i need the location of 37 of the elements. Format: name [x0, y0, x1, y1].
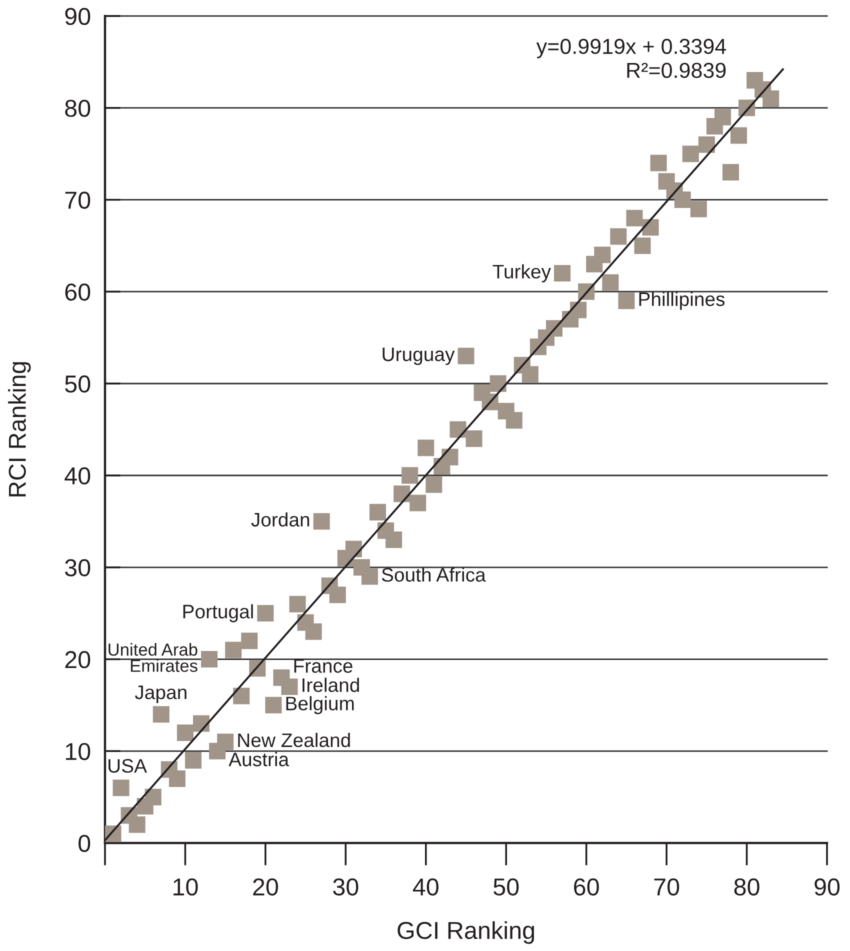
y-tick-label: 10	[66, 742, 90, 760]
y-tick-label: 0	[78, 834, 90, 852]
annotation: USA	[108, 758, 147, 773]
x-tick-label: 50	[494, 878, 519, 896]
y-tick-label: 20	[65, 651, 90, 668]
annotation: Ireland	[302, 678, 359, 692]
y-tick-label: 70	[65, 192, 90, 209]
annotation: Phillipines	[639, 292, 725, 310]
x-axis-title: GCI Ranking	[398, 921, 534, 944]
annotation: Jordan	[251, 512, 310, 527]
annotation: Belgium	[286, 696, 354, 714]
annotation: Uruguay	[382, 348, 455, 366]
annotation: South Africa	[382, 567, 486, 582]
y-tick-label: 90	[65, 8, 90, 26]
annotation: France	[294, 659, 352, 673]
y-tick-label: 60	[65, 284, 90, 301]
y-tick-label: 80	[65, 100, 90, 117]
annotation: United Arab Emirates	[108, 643, 198, 672]
x-tick-label: 70	[654, 878, 680, 896]
annotation: R²=0.9839	[627, 62, 726, 78]
annotation: Japan	[134, 686, 186, 704]
x-tick-label: 20	[253, 878, 278, 896]
y-axis-title: RCI Ranking	[8, 362, 31, 496]
x-tick-label: 90	[814, 878, 840, 896]
x-tick-label: 30	[333, 878, 358, 896]
x-tick-label: 80	[734, 878, 760, 896]
y-tick-label: 30	[65, 559, 90, 576]
annotation: Turkey	[492, 264, 551, 282]
annotation: New Zealand	[238, 732, 350, 748]
x-tick-label: 40	[412, 878, 438, 896]
annotation: y=0.9919x + 0.3394	[536, 38, 726, 58]
y-tick-label: 50	[65, 375, 90, 393]
x-tick-label: 60	[574, 878, 599, 896]
annotation: Austria	[228, 752, 290, 766]
x-tick-label: 10	[174, 878, 198, 896]
y-tick-label: 40	[64, 467, 90, 484]
annotation: Portugal	[183, 604, 253, 622]
